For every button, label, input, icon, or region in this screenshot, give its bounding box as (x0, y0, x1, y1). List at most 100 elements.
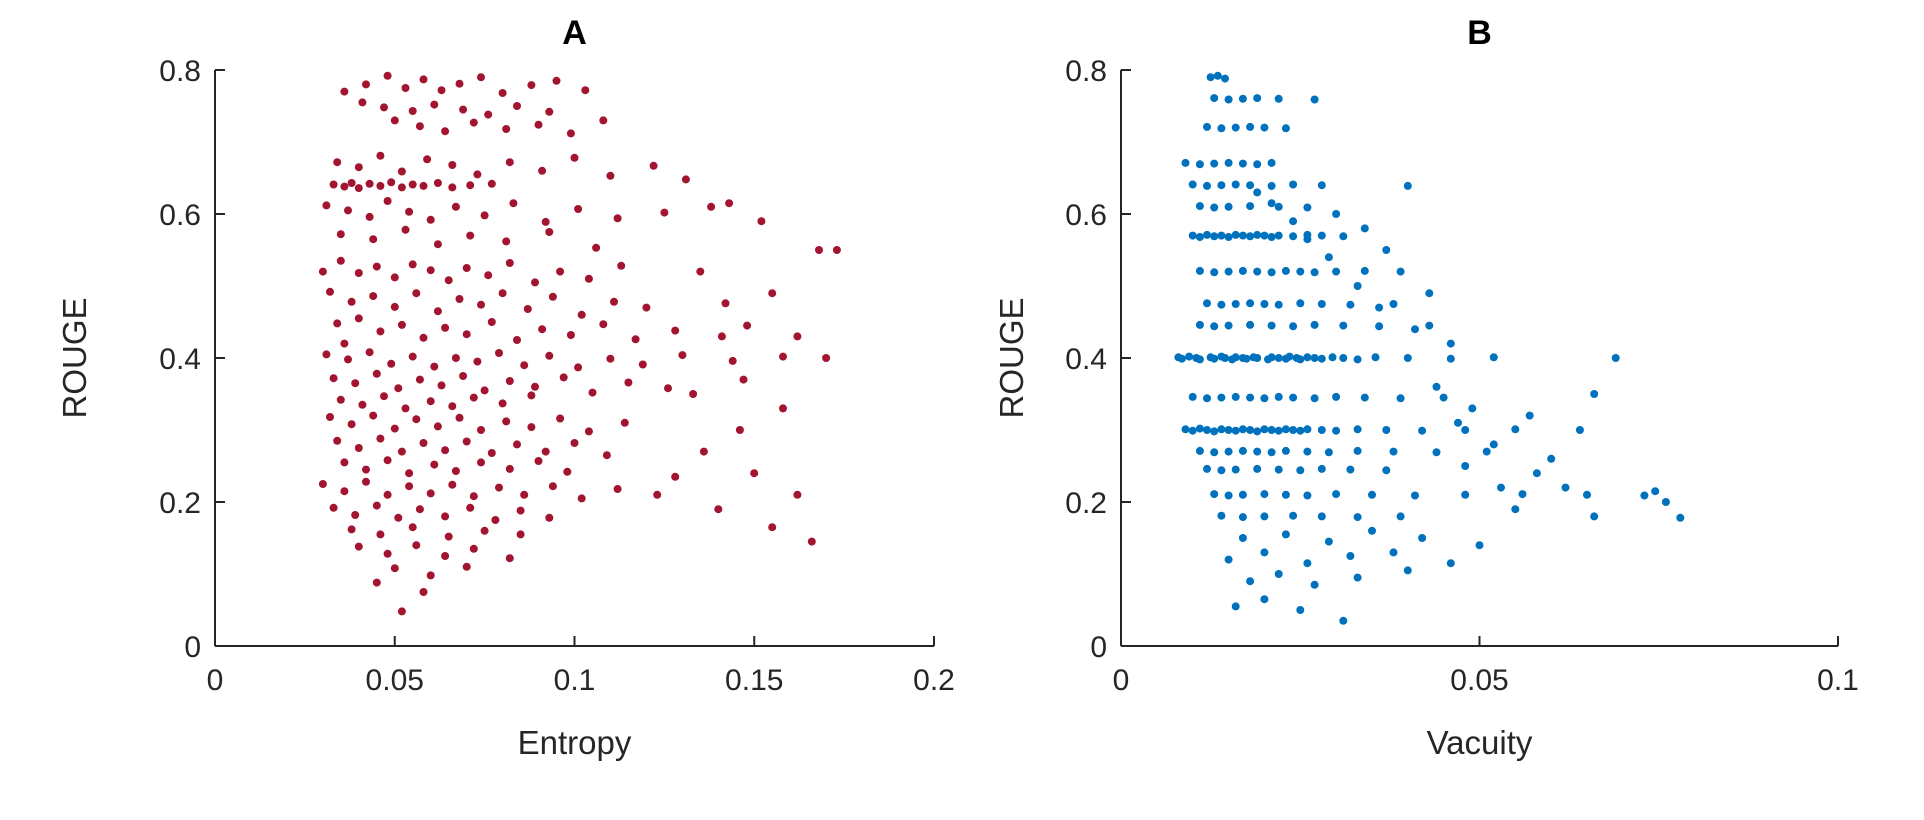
data-point (495, 483, 503, 492)
data-point (1403, 354, 1412, 362)
data-point (1260, 394, 1269, 403)
data-point (1210, 354, 1219, 363)
data-point (1217, 300, 1226, 309)
data-point (344, 206, 352, 215)
data-point (1360, 224, 1369, 233)
data-point (347, 525, 356, 534)
y-tick-label: 0.2 (1065, 487, 1107, 520)
data-point (1353, 513, 1362, 522)
data-point (1217, 181, 1226, 190)
data-point (351, 511, 360, 519)
data-point (1274, 354, 1283, 362)
data-point (1253, 188, 1262, 197)
data-point (581, 86, 590, 95)
data-point (1231, 426, 1240, 435)
data-point (822, 354, 831, 362)
data-point (1260, 512, 1269, 521)
data-point (602, 451, 611, 460)
data-point (624, 378, 633, 387)
data-point (1267, 158, 1276, 167)
data-point (376, 530, 385, 539)
data-point (1289, 393, 1298, 402)
data-point (369, 235, 378, 244)
data-point (1203, 181, 1211, 190)
data-point (1468, 404, 1477, 413)
data-point (376, 151, 385, 160)
data-point (365, 348, 374, 357)
data-point (1246, 577, 1255, 586)
data-point (433, 307, 442, 316)
data-point (1661, 498, 1670, 506)
data-point (415, 122, 424, 131)
data-point (1260, 231, 1269, 240)
y-tick-label: 0 (1090, 631, 1107, 664)
data-point (394, 513, 403, 522)
data-point (1246, 202, 1255, 211)
data-point (333, 319, 342, 328)
data-point (1267, 448, 1276, 457)
data-point (484, 110, 493, 119)
data-point (340, 487, 349, 496)
data-point (448, 161, 457, 169)
data-point (1195, 446, 1204, 455)
data-point (1382, 246, 1391, 254)
data-point (1353, 355, 1362, 364)
data-point (1317, 231, 1326, 240)
data-point (1224, 95, 1233, 104)
data-point (405, 207, 414, 216)
data-point (1238, 231, 1247, 240)
data-point (548, 292, 557, 301)
data-point (1353, 425, 1362, 434)
data-point (516, 506, 525, 515)
data-point (1253, 447, 1262, 456)
data-point (1217, 511, 1226, 520)
data-point (1231, 230, 1240, 239)
data-point (1274, 231, 1283, 240)
data-point (531, 278, 539, 287)
data-point (1188, 392, 1197, 401)
data-point (1418, 534, 1427, 542)
data-point (1303, 203, 1312, 212)
data-point (1296, 466, 1305, 475)
data-point (1221, 74, 1229, 83)
data-point (1246, 393, 1255, 402)
data-point (584, 427, 593, 436)
data-point (1332, 490, 1341, 499)
data-point (735, 426, 744, 434)
data-point (1375, 322, 1384, 331)
data-point (1310, 320, 1319, 329)
data-point (354, 314, 363, 323)
data-point (394, 384, 403, 393)
data-point (1224, 426, 1233, 434)
data-point (477, 458, 485, 467)
data-point (459, 372, 468, 380)
data-point (487, 449, 496, 457)
data-point (613, 214, 622, 223)
data-point (527, 81, 536, 90)
data-point (671, 472, 680, 481)
data-point (502, 237, 511, 246)
data-point (1253, 354, 1262, 362)
data-point (1446, 339, 1455, 348)
data-point (1253, 230, 1262, 239)
data-point (362, 465, 370, 474)
data-point (462, 330, 471, 339)
data-point (1195, 355, 1204, 364)
data-point (1224, 202, 1233, 211)
data-point (1238, 159, 1247, 168)
data-point (1188, 426, 1197, 435)
data-point (1210, 94, 1219, 103)
data-point (451, 467, 460, 475)
y-tick-label: 0.4 (1065, 343, 1107, 376)
data-point (426, 215, 435, 224)
data-point (469, 393, 478, 402)
data-point (631, 335, 640, 344)
data-point (390, 273, 399, 282)
data-point (1253, 94, 1262, 103)
data-point (397, 607, 406, 616)
data-point (1590, 512, 1599, 521)
data-point (412, 289, 421, 298)
data-point (380, 103, 388, 112)
x-tick-label: 0.15 (725, 664, 783, 697)
data-point (1432, 382, 1441, 391)
